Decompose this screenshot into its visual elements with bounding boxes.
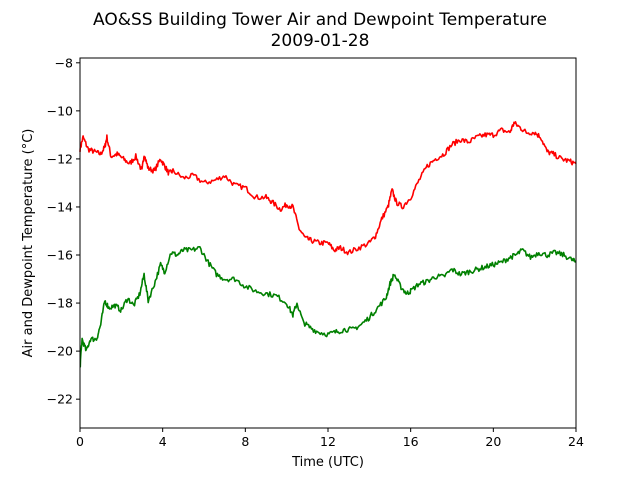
y-tick-label: −12: [47, 151, 73, 166]
x-tick-label: 12: [320, 434, 336, 449]
x-tick-label: 0: [76, 434, 84, 449]
x-tick-label: 16: [403, 434, 419, 449]
y-axis-label: Air and Dewpoint Temperature (°C): [21, 129, 36, 358]
x-tick-label: 24: [568, 434, 584, 449]
chart-title: AO&SS Building Tower Air and Dewpoint Te…: [93, 10, 547, 30]
y-tick-label: −18: [47, 296, 73, 311]
y-tick-label: −14: [47, 199, 73, 214]
y-tick-label: −16: [47, 248, 73, 263]
y-axis: −8 −10 −12 −14 −16 −18 −20 −22: [47, 55, 80, 407]
series-line-2: [79, 246, 577, 368]
x-tick-label: 20: [485, 434, 501, 449]
y-tick-label: −22: [47, 392, 73, 407]
y-tick-label: −10: [47, 103, 73, 118]
x-tick-label: 8: [241, 434, 249, 449]
chart-subtitle: 2009-01-28: [271, 31, 370, 51]
series-line-1: [79, 121, 577, 256]
y-tick-label: −8: [55, 55, 73, 70]
x-tick-label: 4: [159, 434, 167, 449]
x-axis: 0 4 8 12 16 20 24: [76, 428, 584, 449]
x-axis-label: Time (UTC): [291, 455, 364, 470]
series-layer: [79, 121, 577, 368]
y-tick-label: −20: [47, 344, 73, 359]
